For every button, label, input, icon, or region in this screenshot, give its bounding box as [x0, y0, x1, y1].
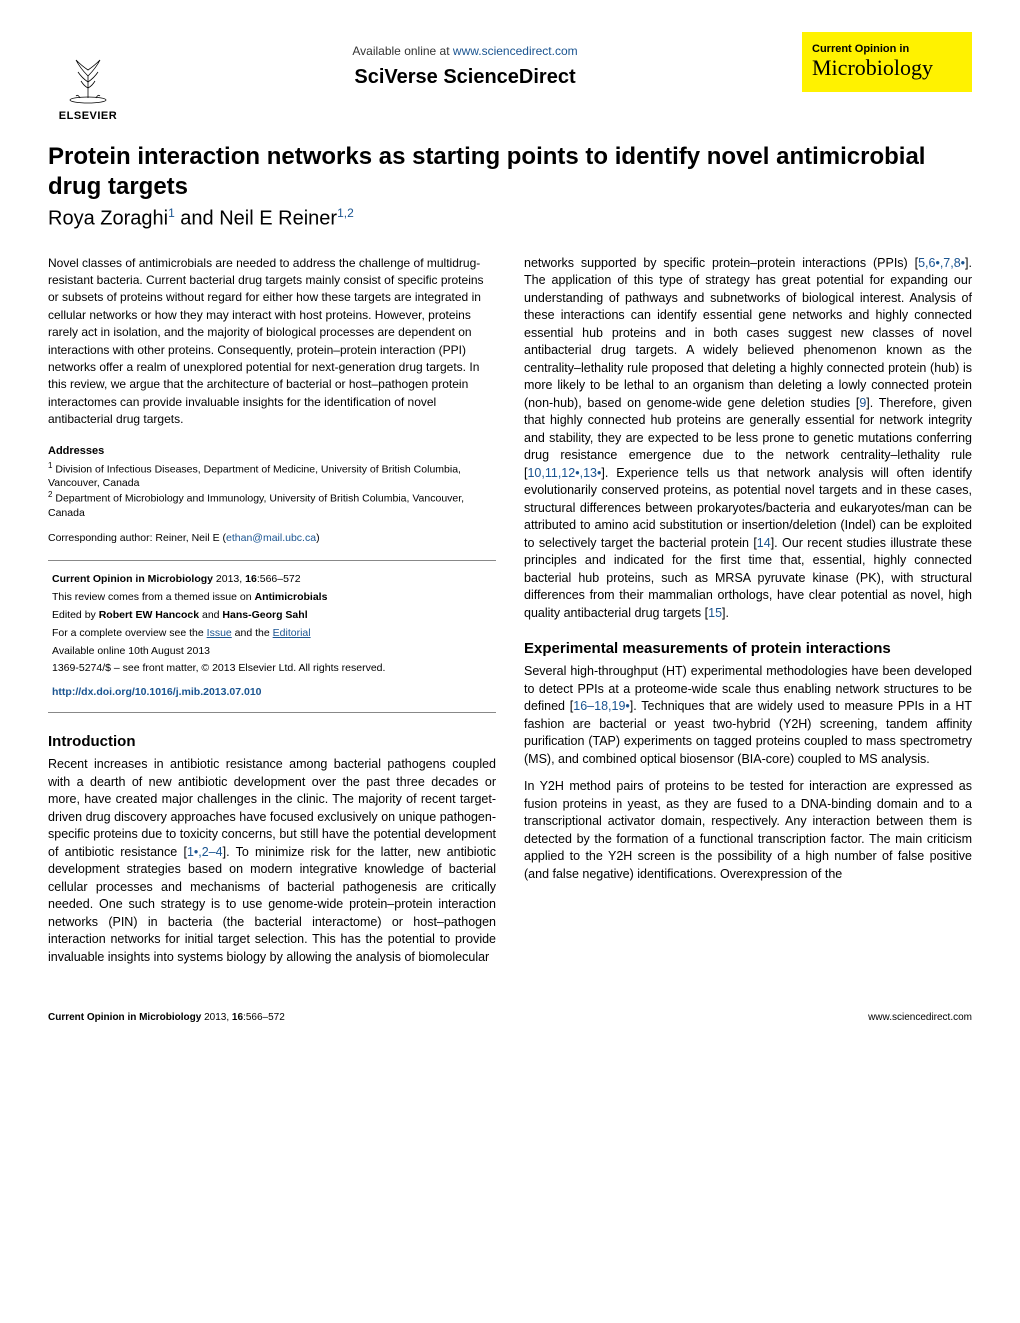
right-column: networks supported by specific protein–p… — [524, 255, 972, 977]
addresses-list: 1 Division of Infectious Diseases, Depar… — [48, 461, 496, 521]
corresponding-prefix: Corresponding author: Reiner, Neil E ( — [48, 532, 226, 544]
citation-2[interactable]: 5,6•,7,8• — [918, 256, 965, 270]
doi-link[interactable]: http://dx.doi.org/10.1016/j.mib.2013.07.… — [52, 686, 262, 698]
author-1-aff[interactable]: 1 — [168, 206, 175, 220]
col2-text-a: networks supported by specific protein–p… — [524, 256, 918, 270]
exp-paragraph-2: In Y2H method pairs of proteins to be te… — [524, 778, 972, 883]
citation-5[interactable]: 14 — [757, 536, 771, 550]
journal-vol: 16 — [245, 573, 257, 585]
col2-text-f: ]. — [722, 606, 729, 620]
journal-ref-line: Current Opinion in Microbiology 2013, 16… — [52, 571, 492, 589]
citation-4[interactable]: 10,11,12•,13• — [527, 466, 601, 480]
author-sep: and — [175, 208, 219, 230]
intro-paragraph: Recent increases in antibiotic resistanc… — [48, 756, 496, 966]
abstract: Novel classes of antimicrobials are need… — [48, 255, 496, 429]
footer-right[interactable]: www.sciencedirect.com — [868, 1012, 972, 1023]
address-1-text: Division of Infectious Diseases, Departm… — [48, 463, 461, 489]
address-1: 1 Division of Infectious Diseases, Depar… — [48, 461, 496, 491]
col2-text-b: ]. The application of this type of strat… — [524, 256, 972, 410]
center-header: Available online at www.sciencedirect.co… — [128, 32, 802, 89]
author-1: Roya Zoraghi — [48, 208, 168, 230]
footer-journal: Current Opinion in Microbiology — [48, 1012, 201, 1023]
overview-line: For a complete overview see the Issue an… — [52, 625, 492, 643]
sciencedirect-link[interactable]: www.sciencedirect.com — [453, 44, 578, 58]
footer-left: Current Opinion in Microbiology 2013, 16… — [48, 1012, 285, 1023]
elsevier-tree-icon — [58, 48, 118, 108]
available-prefix: Available online at — [352, 44, 453, 58]
experimental-header: Experimental measurements of protein int… — [524, 640, 972, 657]
badge-line2: Microbiology — [812, 55, 962, 81]
address-2-text: Department of Microbiology and Immunolog… — [48, 493, 464, 519]
online-date: Available online 10th August 2013 — [52, 643, 492, 661]
left-column: Novel classes of antimicrobials are need… — [48, 255, 496, 977]
page-header: ELSEVIER Available online at www.science… — [48, 32, 972, 122]
editor-2: Hans-Georg Sahl — [222, 609, 307, 621]
elsevier-label: ELSEVIER — [59, 110, 117, 122]
author-2-aff[interactable]: 1,2 — [337, 206, 354, 220]
authors: Roya Zoraghi1 and Neil E Reiner1,2 — [48, 206, 972, 231]
editorial-link[interactable]: Editorial — [273, 627, 311, 639]
edited-by: Edited by — [52, 609, 99, 621]
address-2: 2 Department of Microbiology and Immunol… — [48, 490, 496, 520]
author-2: Neil E Reiner — [219, 208, 337, 230]
issue-link[interactable]: Issue — [207, 627, 232, 639]
issn-line: 1369-5274/$ – see front matter, © 2013 E… — [52, 660, 492, 678]
journal-badge: Current Opinion in Microbiology — [802, 32, 972, 92]
editor-1: Robert EW Hancock — [99, 609, 199, 621]
corresponding-email[interactable]: ethan@mail.ubc.ca — [226, 532, 316, 544]
intro-text-b: ]. To minimize risk for the latter, new … — [48, 845, 496, 964]
exp-paragraph-1: Several high-throughput (HT) experimenta… — [524, 663, 972, 768]
article-info-box: Current Opinion in Microbiology 2013, 16… — [48, 560, 496, 713]
themed-line: This review comes from a themed issue on… — [52, 589, 492, 607]
available-online: Available online at www.sciencedirect.co… — [128, 44, 802, 58]
introduction-header: Introduction — [48, 733, 496, 750]
addresses-header: Addresses — [48, 445, 496, 457]
theme-name: Antimicrobials — [255, 591, 328, 603]
sciverse-brand: SciVerse ScienceDirect — [128, 66, 802, 89]
footer-year: 2013, — [201, 1012, 232, 1023]
elsevier-logo: ELSEVIER — [48, 32, 128, 122]
footer-vol: 16 — [232, 1012, 243, 1023]
article-title: Protein interaction networks as starting… — [48, 142, 972, 202]
col2-paragraph-1: networks supported by specific protein–p… — [524, 255, 972, 623]
journal-ref: Current Opinion in Microbiology — [52, 573, 213, 585]
themed-prefix: This review comes from a themed issue on — [52, 591, 255, 603]
overview-mid: and the — [232, 627, 273, 639]
citation-7[interactable]: 16–18,19• — [573, 699, 630, 713]
doi-line: http://dx.doi.org/10.1016/j.mib.2013.07.… — [52, 684, 492, 702]
citation-1[interactable]: 1•,2–4 — [187, 845, 223, 859]
editor-sep: and — [199, 609, 222, 621]
footer-pages: :566–572 — [243, 1012, 285, 1023]
badge-line1: Current Opinion in — [812, 43, 962, 55]
corresponding-suffix: ) — [316, 532, 320, 544]
citation-6[interactable]: 15 — [708, 606, 722, 620]
page-footer: Current Opinion in Microbiology 2013, 16… — [48, 1006, 972, 1023]
corresponding-author: Corresponding author: Reiner, Neil E (et… — [48, 532, 496, 544]
editors-line: Edited by Robert EW Hancock and Hans-Geo… — [52, 607, 492, 625]
intro-text-a: Recent increases in antibiotic resistanc… — [48, 757, 496, 859]
journal-year: 2013, — [213, 573, 245, 585]
overview-prefix: For a complete overview see the — [52, 627, 207, 639]
journal-pages: :566–572 — [257, 573, 301, 585]
two-column-body: Novel classes of antimicrobials are need… — [48, 255, 972, 977]
